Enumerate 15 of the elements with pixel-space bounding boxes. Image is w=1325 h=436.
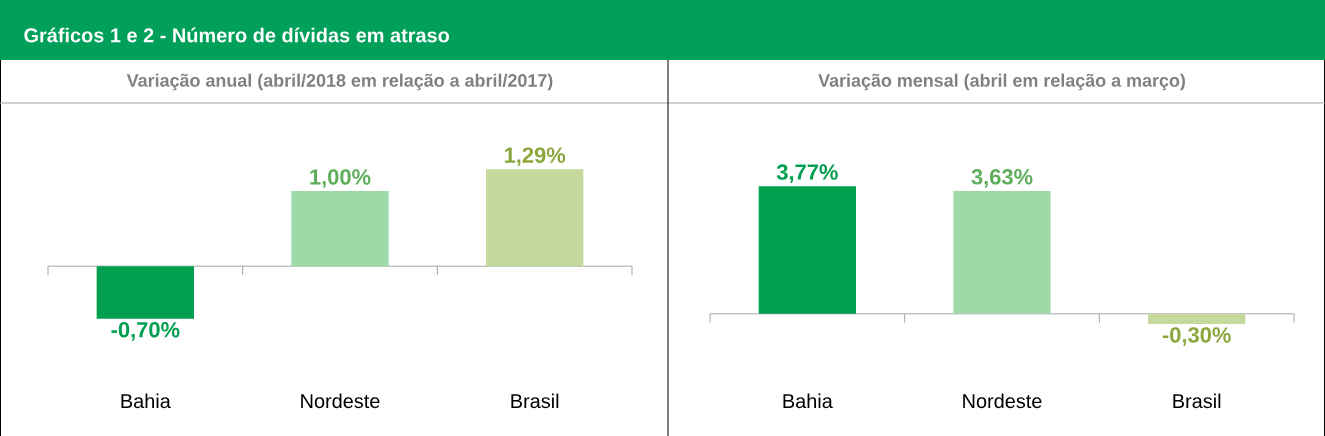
chart-title: Gráficos 1 e 2 - Número de dívidas em atraso xyxy=(24,27,450,43)
x-tick-label: Brasil xyxy=(511,393,559,409)
data-label: 1,29% xyxy=(504,147,566,167)
x-tick-label: Nordeste xyxy=(963,393,1042,409)
x-tick-label: Bahia xyxy=(783,393,833,409)
x-tick-label: Nordeste xyxy=(301,393,380,409)
chart-subtitle: Variação mensal (abril em relação a março) xyxy=(818,73,1185,91)
data-label: 1,00% xyxy=(310,169,371,188)
data-label: 3,63% xyxy=(971,169,1033,188)
chart-subtitle: Variação anual (abril/2018 em relação a abril/2017) xyxy=(126,73,553,91)
data-label: -0,30% xyxy=(1162,327,1231,346)
x-tick-label: Bahia xyxy=(121,393,171,409)
x-tick-label: Brasil xyxy=(1173,393,1221,409)
data-label: 3,77% xyxy=(776,164,838,183)
data-label: -0,70% xyxy=(111,321,180,341)
